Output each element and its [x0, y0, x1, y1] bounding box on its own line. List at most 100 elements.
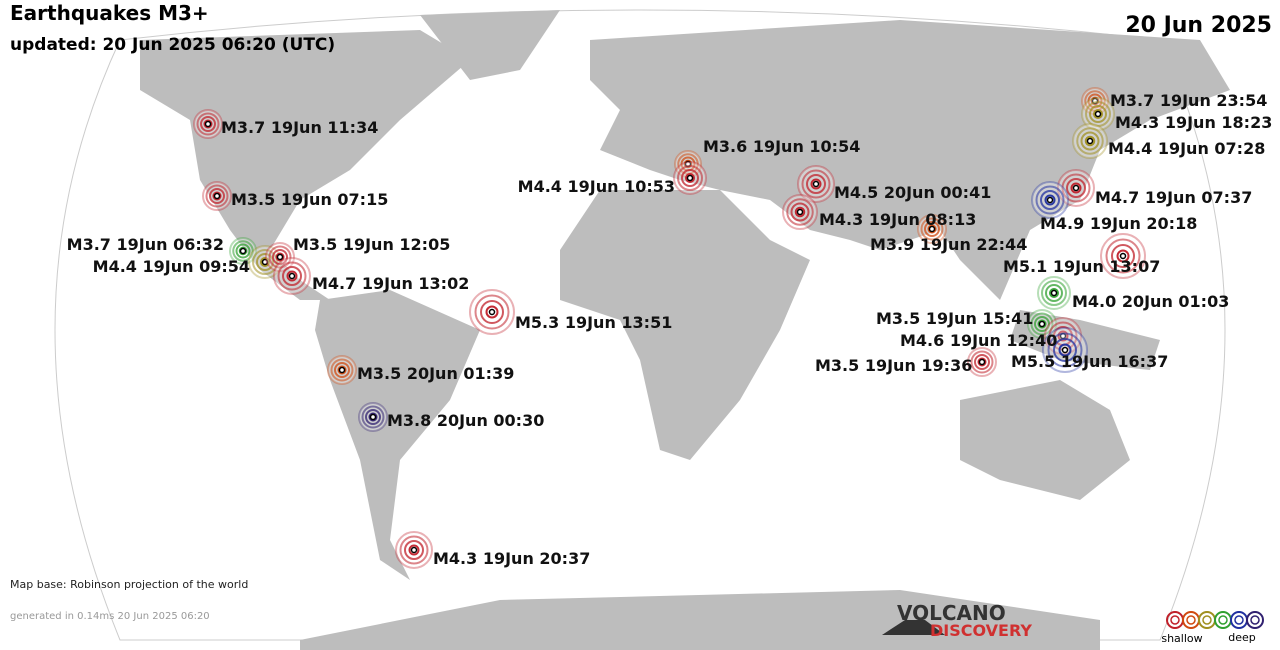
quake-label: M4.4 19Jun 07:28	[1108, 139, 1265, 158]
quake-center	[1072, 184, 1080, 192]
quake-ring	[1116, 249, 1130, 263]
quake-ring	[1049, 288, 1059, 298]
quake-ring	[1058, 343, 1072, 357]
quake-label: M3.6 19Jun 10:54	[703, 137, 860, 156]
map-base-note: Map base: Robinson projection of the wor…	[10, 578, 248, 591]
quake-ring	[282, 266, 302, 286]
legend-ring	[1230, 611, 1248, 629]
quake-ring	[1045, 284, 1063, 302]
logo-icon	[882, 620, 945, 635]
quake-center	[239, 247, 247, 255]
quake-label: M3.5 19Jun 12:05	[293, 235, 450, 254]
quake-ring	[1057, 330, 1069, 342]
quake-center	[369, 413, 377, 421]
quake-marker	[229, 237, 257, 265]
quake-label: M4.4 19Jun 10:53	[518, 177, 675, 196]
quake-label: M4.5 20Jun 00:41	[834, 183, 991, 202]
quake-ring	[974, 354, 990, 370]
quake-center	[276, 253, 284, 261]
quake-marker	[395, 531, 433, 569]
logo-subtext: DISCOVERY	[930, 621, 1032, 640]
quake-ring	[1037, 319, 1047, 329]
quake-ring	[1111, 244, 1135, 268]
quake-ring	[277, 261, 307, 291]
quake-marker	[1031, 181, 1069, 219]
quake-ring	[1044, 194, 1056, 206]
quake-marker	[1100, 233, 1146, 279]
quake-label: M4.7 19Jun 07:37	[1095, 188, 1252, 207]
quake-center	[812, 180, 820, 188]
legend-ring	[1170, 615, 1180, 625]
quake-center	[213, 192, 221, 200]
legend-ring	[1234, 615, 1244, 625]
title: Earthquakes M3+	[10, 1, 209, 25]
quake-marker	[797, 165, 835, 203]
quake-label: M3.7 19Jun 06:32	[67, 235, 224, 254]
quake-label: M4.3 19Jun 20:37	[433, 549, 590, 568]
quake-ring	[1035, 185, 1065, 215]
quake-ring	[677, 165, 703, 191]
updated: updated: 20 Jun 2025 06:20 (UTC)	[10, 35, 335, 55]
quake-center	[288, 272, 296, 280]
quake-ring	[786, 198, 814, 226]
quake-marker	[273, 257, 311, 295]
quake-label: M3.9 19Jun 22:44	[870, 235, 1027, 254]
quake-label: M3.5 19Jun 07:15	[231, 190, 388, 209]
quake-ring	[209, 188, 225, 204]
quake-ring	[1040, 190, 1060, 210]
quake-center	[978, 358, 986, 366]
quake-center	[1094, 110, 1102, 118]
quake-center	[488, 308, 496, 316]
quake-ring	[794, 206, 806, 218]
legend-ring	[1182, 611, 1200, 629]
quake-label: M3.7 19Jun 23:54	[1110, 91, 1267, 110]
quake-ring	[485, 305, 499, 319]
quake-label: M4.0 20Jun 01:03	[1072, 292, 1229, 311]
legend-ring	[1250, 615, 1260, 625]
quake-ring	[1061, 173, 1091, 203]
quake-ring	[927, 224, 937, 234]
legend-ring	[1166, 611, 1184, 629]
quake-ring	[365, 409, 381, 425]
quake-ring	[1084, 135, 1096, 147]
quake-ring	[330, 358, 354, 382]
quake-ring	[203, 119, 213, 129]
quake-ring	[200, 116, 216, 132]
label-layer: M3.7 19Jun 11:34 M3.5 19Jun 07:15 M3.7 19J…	[67, 91, 1273, 568]
quake-ring	[970, 350, 994, 374]
quake-ring	[1041, 280, 1067, 306]
quake-ring	[474, 294, 510, 330]
quake-label: M5.1 19Jun 13:07	[1003, 257, 1160, 276]
quake-marker	[202, 181, 232, 211]
quake-center	[261, 258, 269, 266]
quake-label: M5.3 19Jun 13:51	[515, 313, 672, 332]
quake-marker	[1057, 169, 1095, 207]
quake-ring	[1085, 101, 1111, 127]
quake-marker	[1042, 327, 1088, 373]
date: 20 Jun 2025	[1125, 13, 1272, 38]
quake-center	[1038, 320, 1046, 328]
quake-ring	[337, 365, 347, 375]
quake-marker	[193, 109, 223, 139]
quake-ring	[920, 217, 944, 241]
quake-ring	[361, 405, 385, 429]
quake-ring	[1066, 178, 1086, 198]
quake-ring	[790, 202, 810, 222]
generated-note: generated in 0.14ms 20 Jun 2025 06:20	[10, 611, 210, 622]
quake-ring	[1080, 131, 1100, 151]
quake-center	[204, 120, 212, 128]
quake-label: M4.6 19Jun 12:40	[900, 331, 1057, 350]
quake-marker	[469, 289, 515, 335]
quake-center	[686, 174, 694, 182]
quake-label: M3.7 19Jun 11:34	[221, 118, 378, 137]
quake-center	[928, 225, 936, 233]
quake-ring	[801, 169, 831, 199]
quake-ring	[256, 253, 274, 271]
quake-center	[1061, 346, 1069, 354]
quake-label: M4.3 19Jun 18:23	[1115, 113, 1272, 132]
quake-ring	[1089, 105, 1107, 123]
quake-ring	[1105, 238, 1141, 274]
quake-label: M3.5 19Jun 19:36	[815, 356, 972, 375]
quake-label: M5.5 19Jun 16:37	[1011, 352, 1168, 371]
